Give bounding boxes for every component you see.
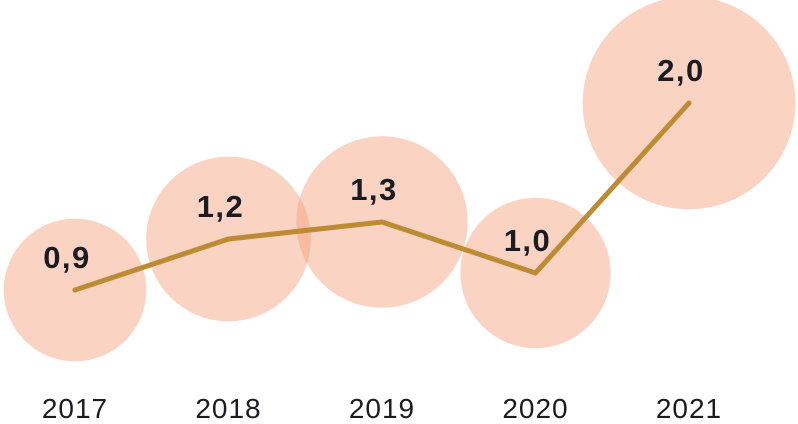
value-label-2019: 1,3 xyxy=(350,172,398,207)
value-label-2020: 1,0 xyxy=(504,223,552,258)
x-axis-label-2020: 2020 xyxy=(502,393,568,424)
x-axis-label-2017: 2017 xyxy=(42,393,108,424)
data-line xyxy=(72,100,692,293)
value-label-2017: 0,9 xyxy=(43,240,91,275)
x-axis-label-2021: 2021 xyxy=(656,393,722,424)
x-axis-label-2019: 2019 xyxy=(349,393,415,424)
x-axis-label-2018: 2018 xyxy=(195,393,261,424)
value-label-2018: 1,2 xyxy=(197,189,245,224)
value-label-2021: 2,0 xyxy=(657,53,705,88)
